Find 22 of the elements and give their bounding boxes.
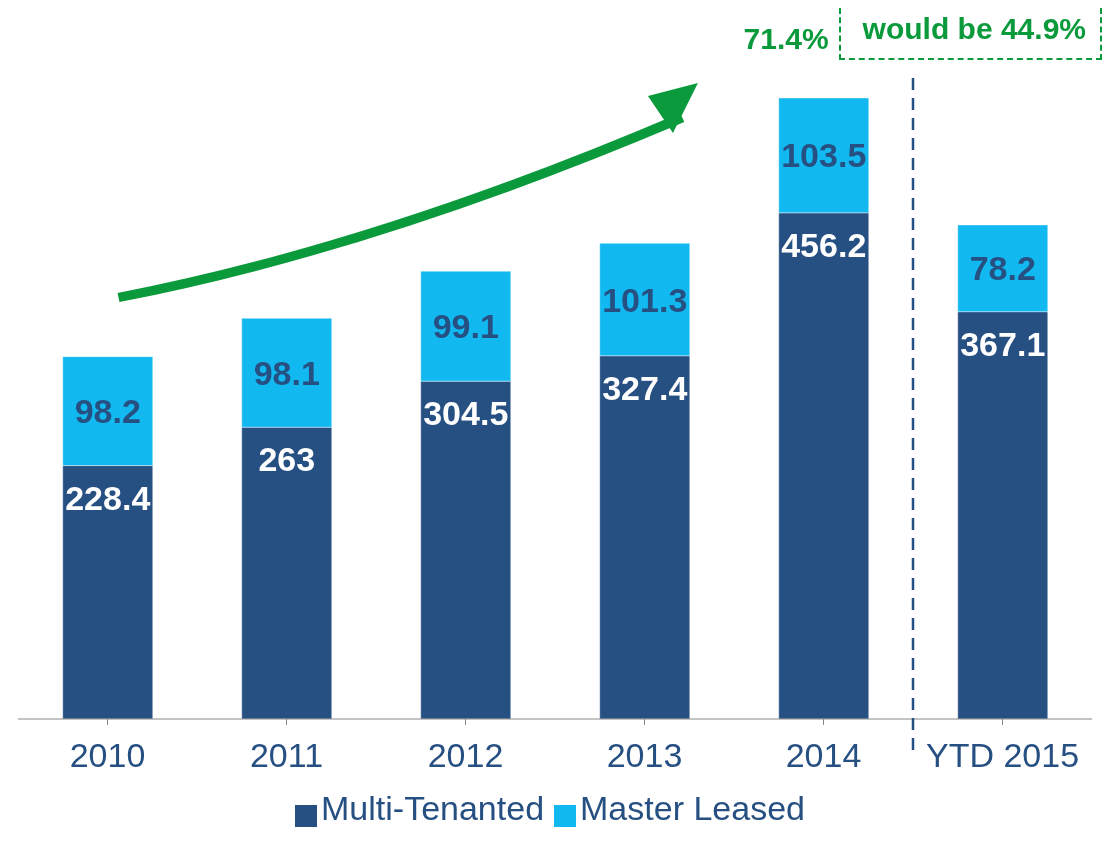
data-label: 228.4 [65,478,151,517]
x-tick-label: YTD 2015 [925,736,1080,775]
data-label: 304.5 [423,394,509,433]
data-label: 263 [258,440,316,479]
x-tick-label: 2010 [69,736,146,775]
data-label: 327.4 [602,368,688,407]
data-label: 98.2 [74,392,141,431]
legend-label: Multi-Tenanted [321,789,545,827]
data-label: 99.1 [432,307,499,346]
text: 71.4% [743,21,829,56]
legend-label: Master Leased [580,789,805,827]
data-label: 98.1 [253,353,320,392]
data-label: 103.5 [781,136,867,175]
x-tick-label: 2014 [785,736,862,775]
text: would be 44.9% [838,8,1102,60]
x-tick-label: 2012 [427,736,504,775]
x-tick-label: 2011 [249,736,324,775]
data-label: 101.3 [602,280,688,319]
data-label: 78.2 [969,249,1036,288]
x-tick-label: 2013 [606,736,683,775]
data-label: 367.1 [960,324,1046,363]
data-label: 456.2 [781,225,867,264]
